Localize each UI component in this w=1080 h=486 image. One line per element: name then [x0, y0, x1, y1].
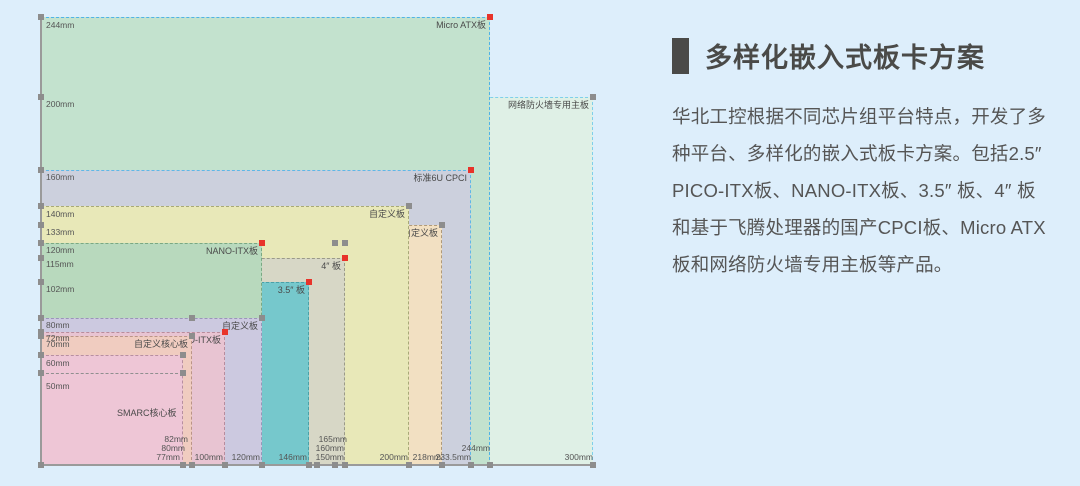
board-label-custom-200: 自定义板: [368, 209, 405, 219]
handle-active-pico-itx[interactable]: [222, 329, 228, 335]
ytick-120: 120mm: [46, 245, 75, 255]
panel-body-text: 华北工控根据不同芯片组平台特点，开发了多种平台、多样化的嵌入式板卡方案。包括2.…: [672, 106, 1047, 275]
handle-x-300[interactable]: [590, 462, 596, 468]
xtick-80: 80mm: [161, 443, 185, 453]
handle-corner-4inch-b[interactable]: [342, 240, 348, 246]
ytick-115: 115mm: [46, 259, 74, 269]
handle-active-4inch[interactable]: [342, 255, 348, 261]
title-accent-bar: [672, 37, 689, 74]
handle-active-35inch[interactable]: [306, 279, 312, 285]
handle-x-100[interactable]: [222, 462, 228, 468]
ytick-80: 80mm: [46, 320, 70, 330]
handle-y-60[interactable]: [38, 352, 44, 358]
handle-corner-smarc-b[interactable]: [180, 370, 186, 376]
xtick-233: 233.5mm: [435, 452, 471, 462]
handle-corner-smarc[interactable]: [180, 352, 186, 358]
handle-y-70[interactable]: [38, 333, 44, 339]
handle-y-102[interactable]: [38, 279, 44, 285]
info-panel: 多样化嵌入式板卡方案 华北工控根据不同芯片组平台特点，开发了多种平台、多样化的嵌…: [668, 0, 1068, 486]
xtick-300: 300mm: [564, 452, 593, 462]
ytick-244: 244mm: [46, 20, 75, 30]
xtick-218: 218mm: [412, 452, 441, 462]
handle-y-50[interactable]: [38, 370, 44, 376]
handle-x-165[interactable]: [342, 462, 348, 468]
xtick-146: 146mm: [278, 452, 307, 462]
ytick-70: 70mm: [46, 339, 70, 349]
handle-y-133[interactable]: [38, 222, 44, 228]
board-label-smarc: SMARC核心板: [117, 408, 177, 418]
handle-x-82[interactable]: [189, 462, 195, 468]
handle-origin-bottom[interactable]: [38, 462, 44, 468]
board-label-nano-itx: NANO-ITX板: [205, 246, 258, 256]
handle-x-200[interactable]: [406, 462, 412, 468]
panel-title: 多样化嵌入式板卡方案: [705, 43, 985, 73]
ytick-160: 160mm: [46, 172, 75, 182]
handle-active-micro-atx[interactable]: [487, 14, 493, 20]
xtick-82: 82mm: [164, 434, 188, 444]
xtick-244: 244mm: [461, 443, 490, 453]
handle-origin-topleft[interactable]: [38, 14, 44, 20]
panel-title-row: 多样化嵌入式板卡方案: [672, 36, 985, 75]
board-label-custom-core: 自定义核心板: [133, 339, 188, 349]
board-label-custom-218: 自定义板: [401, 228, 438, 238]
handle-y-115[interactable]: [38, 255, 44, 261]
board-label-custom-120: 自定义板: [221, 321, 258, 331]
xtick-120: 120mm: [231, 452, 260, 462]
board-label-35inch: 3.5″ 板: [277, 285, 305, 295]
guide-line-50mm: [41, 373, 183, 374]
handle-x-150[interactable]: [314, 462, 320, 468]
handle-y-140[interactable]: [38, 203, 44, 209]
ytick-133: 133mm: [46, 227, 75, 237]
board-label-cpci: 标准6U CPCI: [413, 173, 467, 183]
xtick-165: 165mm: [318, 434, 347, 444]
handle-x-218[interactable]: [439, 462, 445, 468]
board-label-4inch: 4″ 板: [321, 261, 341, 271]
ytick-50: 50mm: [46, 381, 70, 391]
board-label-firewall: 网络防火墙专用主板: [507, 100, 589, 110]
handle-x-146[interactable]: [306, 462, 312, 468]
xtick-100: 100mm: [194, 452, 223, 462]
handle-corner-custom200[interactable]: [406, 203, 412, 209]
ytick-140: 140mm: [46, 209, 75, 219]
handle-corner-custom120[interactable]: [259, 315, 265, 321]
handle-active-nano-itx[interactable]: [259, 240, 265, 246]
handle-x-120[interactable]: [259, 462, 265, 468]
xtick-77: 77mm: [156, 452, 180, 462]
handle-x-244[interactable]: [487, 462, 493, 468]
xtick-200: 200mm: [379, 452, 408, 462]
xtick-160: 160mm: [315, 443, 344, 453]
handle-corner-customcore[interactable]: [189, 333, 195, 339]
board-size-diagram: 网络防火墙专用主板 Micro ATX板 标准6U CPCI 自定义板 自定义板…: [38, 14, 596, 468]
handle-x-233[interactable]: [468, 462, 474, 468]
handle-y-72[interactable]: [38, 329, 44, 335]
handle-corner-firewall[interactable]: [590, 94, 596, 100]
handle-active-cpci[interactable]: [468, 167, 474, 173]
ytick-102: 102mm: [46, 284, 75, 294]
handle-y-200[interactable]: [38, 94, 44, 100]
handle-corner-custom218[interactable]: [439, 222, 445, 228]
handle-x-160[interactable]: [332, 462, 338, 468]
ytick-60: 60mm: [46, 358, 70, 368]
handle-y-160[interactable]: [38, 167, 44, 173]
handle-y-80[interactable]: [38, 315, 44, 321]
xtick-150: 150mm: [315, 452, 344, 462]
ytick-200: 200mm: [46, 99, 75, 109]
handle-corner-4inch-a[interactable]: [332, 240, 338, 246]
handle-x-77[interactable]: [180, 462, 186, 468]
handle-y-120[interactable]: [38, 240, 44, 246]
board-label-micro-atx: Micro ATX板: [436, 20, 486, 30]
handle-corner-custom120b[interactable]: [189, 315, 195, 321]
ytick-72: 72mm: [46, 333, 70, 343]
